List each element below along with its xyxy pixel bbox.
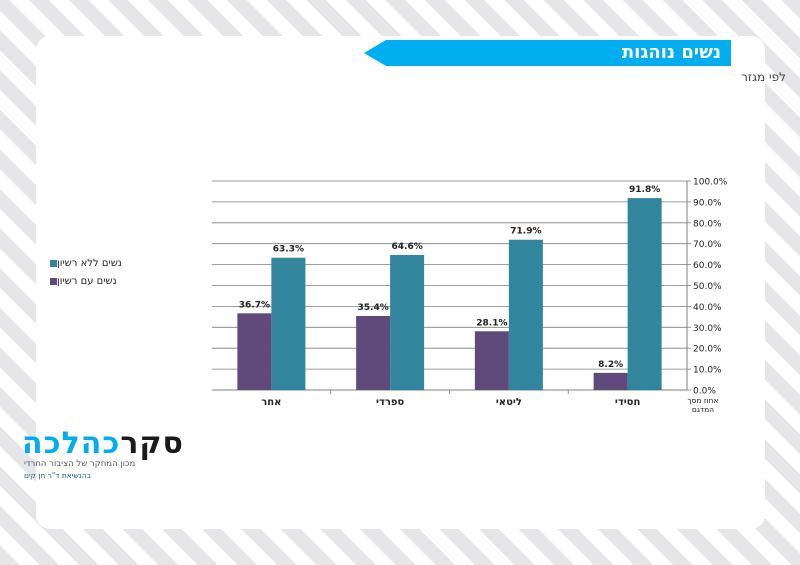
legend-label-with-license: נשים עם רשיון (57, 275, 117, 287)
y-axis-caption: המדגם (692, 405, 714, 414)
page-subtitle: לפי מגזר (741, 70, 786, 84)
y-tick-label: 100.0% (693, 178, 728, 188)
legend-item-no-license: נשים ללא רשיון (46, 254, 150, 272)
x-tick-label: ספרדי (376, 397, 404, 408)
data-label: 35.4% (358, 303, 389, 313)
data-label: 71.9% (510, 227, 541, 237)
brand-logo: סקרכהלכה מכון המחקר של הציבור החרדי בהנש… (22, 426, 192, 486)
bar-with-license (593, 372, 628, 390)
data-label: 64.6% (392, 242, 423, 252)
x-tick-label: אחר (261, 397, 281, 408)
y-tick-label: 10.0% (693, 366, 722, 376)
bar-no-license (390, 254, 425, 390)
legend-item-with-license: נשים עם רשיון (46, 272, 150, 290)
y-tick-label: 0.0% (693, 387, 716, 397)
data-label: 36.7% (239, 300, 270, 310)
legend-swatch-no-license (50, 259, 57, 267)
logo-wordmark-part2: כהלכה (22, 426, 121, 461)
x-tick-label: חסידי (615, 397, 640, 408)
y-tick-label: 70.0% (693, 240, 722, 250)
y-tick-label: 50.0% (693, 282, 722, 292)
y-tick-label: 40.0% (693, 303, 722, 313)
x-tick-label: ליטאי (496, 397, 522, 408)
y-tick-label: 60.0% (693, 261, 722, 271)
data-label: 63.3% (273, 245, 304, 255)
y-axis-caption: אחוז מסך (688, 396, 719, 405)
chart-legend: נשים ללא רשיון נשים עם רשיון (46, 254, 150, 290)
y-tick-label: 80.0% (693, 219, 722, 229)
y-tick-label: 90.0% (693, 198, 722, 208)
y-tick-label: 20.0% (693, 345, 722, 355)
bar-with-license (356, 316, 391, 390)
data-label: 8.2% (598, 360, 623, 370)
bar-no-license (508, 239, 543, 390)
logo-tagline: מכון המחקר של הציבור החרדי (24, 459, 136, 469)
page-title: נשים נוהגות (364, 40, 731, 66)
bar-no-license (627, 198, 662, 390)
bar-with-license (474, 331, 509, 390)
bar-with-license (237, 313, 272, 390)
logo-wordmark-part1: סקר (120, 426, 184, 461)
legend-swatch-with-license (50, 277, 57, 285)
data-label: 91.8% (629, 185, 660, 195)
logo-wordmark: סקרכהלכה (22, 426, 184, 461)
logo-sponsor: בהנשיאת ד"ר חן קים (24, 471, 92, 480)
legend-label-no-license: נשים ללא רשיון (57, 257, 122, 269)
y-tick-label: 30.0% (693, 324, 722, 334)
bar-no-license (271, 257, 306, 390)
data-label: 28.1% (476, 318, 507, 328)
